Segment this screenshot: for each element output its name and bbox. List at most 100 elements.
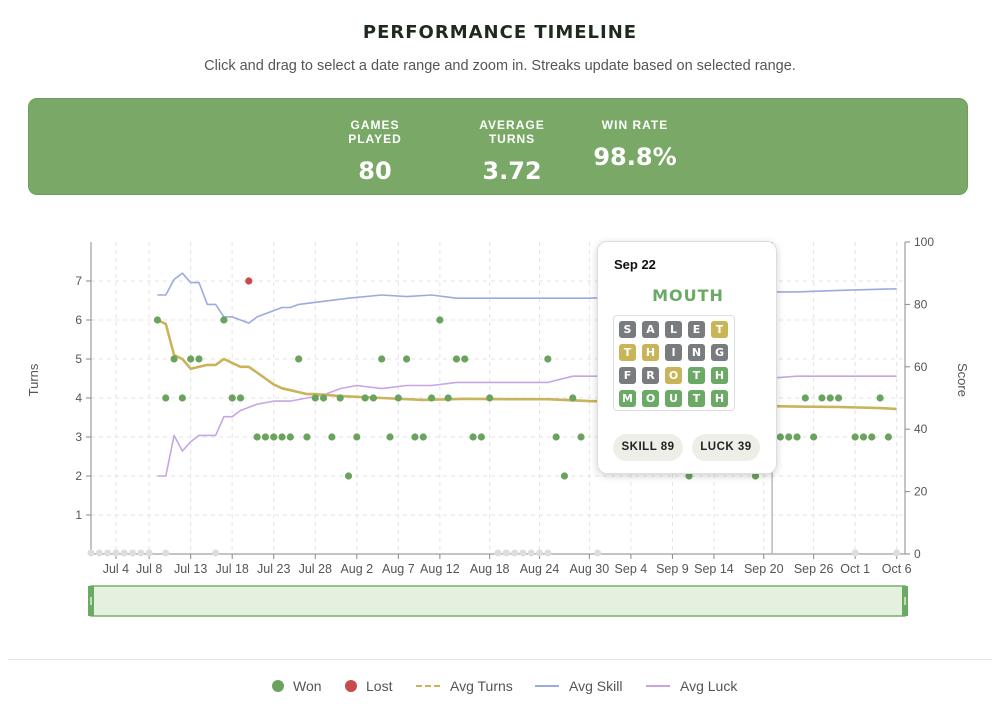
game-won-point	[469, 433, 477, 441]
no-data-marker	[851, 549, 859, 557]
y2-tick-label: 40	[914, 422, 928, 436]
legend-item-avg-skill[interactable]: Avg Skill	[535, 676, 622, 696]
letter-tile: F	[619, 367, 636, 384]
letter-tile: H	[642, 344, 659, 361]
x-tick-label: Oct 6	[882, 562, 912, 576]
y2-tick-label: 0	[914, 547, 921, 561]
game-won-point	[353, 433, 361, 441]
y-axis-title: Turns	[26, 363, 41, 396]
game-won-point	[461, 355, 469, 363]
legend-item-lost[interactable]: Lost	[345, 676, 392, 696]
game-won-point	[187, 355, 195, 363]
game-won-point	[195, 355, 203, 363]
legend-label: Won	[293, 678, 322, 694]
no-data-marker	[137, 549, 145, 557]
stat-average-turns: AVERAGE TURNS 3.72	[454, 99, 570, 185]
game-won-point	[859, 433, 868, 441]
x-tick-label: Sep 14	[694, 562, 734, 576]
performance-chart[interactable]: 1 2 3 4 5 6 7 0 20 40 60 80 100 Jul 4 Jul 8 Jul 13 Jul 1…	[0, 0, 1000, 640]
game-won-point	[452, 355, 461, 363]
stat-label: AVERAGE TURNS	[479, 118, 545, 146]
no-data-marker	[162, 549, 170, 557]
x-tick-label: Sep 20	[744, 562, 784, 576]
game-won-point	[378, 355, 386, 363]
x-tick-label: Jul 28	[299, 562, 332, 576]
game-won-point	[486, 394, 494, 402]
game-won-point	[751, 472, 760, 480]
letter-tile: O	[642, 390, 659, 407]
game-won-point	[552, 433, 560, 441]
no-data-marker	[527, 549, 535, 557]
stat-label: GAMES PLAYED	[348, 118, 402, 146]
tooltip-date: Sep 22	[614, 257, 656, 272]
no-data-marker	[893, 549, 901, 557]
game-won-point	[436, 316, 444, 324]
game-won-point	[868, 433, 876, 441]
tooltip-answer: MOUTH	[652, 286, 724, 305]
stat-label: WIN RATE	[601, 118, 669, 132]
letter-tile: L	[665, 321, 682, 338]
no-data-marker	[511, 549, 519, 557]
stat-value: 98.8%	[593, 143, 677, 171]
legend-divider	[8, 659, 992, 660]
y-tick-label: 2	[75, 469, 82, 483]
game-lost-point	[245, 277, 253, 285]
game-won-point	[253, 433, 261, 441]
stat-win-rate: WIN RATE 98.8%	[589, 99, 681, 171]
no-data-marker	[212, 549, 220, 557]
letter-tile: S	[619, 321, 636, 338]
y-tick-label: 5	[75, 352, 82, 366]
stats-panel: GAMES PLAYED 80 AVERAGE TURNS 3.72 WIN R…	[28, 98, 968, 195]
game-won-point	[344, 472, 353, 480]
legend-label: Avg Luck	[680, 678, 738, 694]
letter-tile: M	[619, 390, 636, 407]
game-won-point	[851, 433, 859, 441]
letter-tile: N	[688, 344, 705, 361]
game-won-point	[220, 316, 228, 324]
game-won-point	[444, 394, 452, 402]
legend-item-avg-turns[interactable]: Avg Turns	[416, 676, 513, 696]
x-tick-label: Jul 18	[216, 562, 249, 576]
letter-tile: I	[665, 344, 682, 361]
range-selector[interactable]	[90, 585, 906, 617]
game-won-point	[560, 472, 569, 480]
series-line-avg-luck	[157, 375, 897, 477]
x-tick-label: Aug 24	[520, 562, 560, 576]
line-icon	[535, 685, 559, 687]
game-won-point	[577, 433, 585, 441]
y2-tick-label: 20	[914, 485, 928, 499]
x-tick-label: Jul 13	[174, 562, 207, 576]
y-tick-label: 7	[75, 274, 82, 288]
legend-label: Lost	[366, 678, 393, 694]
stat-games-played: GAMES PLAYED 80	[323, 99, 427, 185]
letter-tile: T	[619, 344, 636, 361]
game-won-point	[569, 394, 577, 402]
no-data-marker	[104, 549, 112, 557]
legend-item-avg-luck[interactable]: Avg Luck	[646, 676, 737, 696]
letter-tile: T	[711, 321, 728, 338]
game-won-point	[834, 394, 843, 402]
y-tick-label: 6	[75, 313, 82, 327]
x-tick-label: Jul 8	[136, 562, 162, 576]
game-won-point	[810, 433, 818, 441]
skill-badge: SKILL 89	[613, 434, 683, 461]
game-won-point	[776, 433, 785, 441]
game-won-point	[228, 394, 236, 402]
game-won-point	[295, 355, 303, 363]
legend-item-won[interactable]: Won	[272, 676, 322, 696]
no-data-marker	[129, 549, 137, 557]
y-tick-label: 3	[75, 430, 82, 444]
letter-tile: R	[642, 367, 659, 384]
game-won-point	[793, 433, 801, 441]
lost-marker-icon	[345, 680, 357, 692]
game-won-point	[270, 433, 278, 441]
no-data-marker	[536, 549, 544, 557]
game-won-point	[419, 433, 427, 441]
no-data-marker	[95, 549, 103, 557]
game-won-point	[818, 394, 826, 402]
no-data-marker	[544, 549, 552, 557]
game-won-point	[361, 394, 369, 402]
y2-axis-title: Score	[955, 363, 970, 397]
